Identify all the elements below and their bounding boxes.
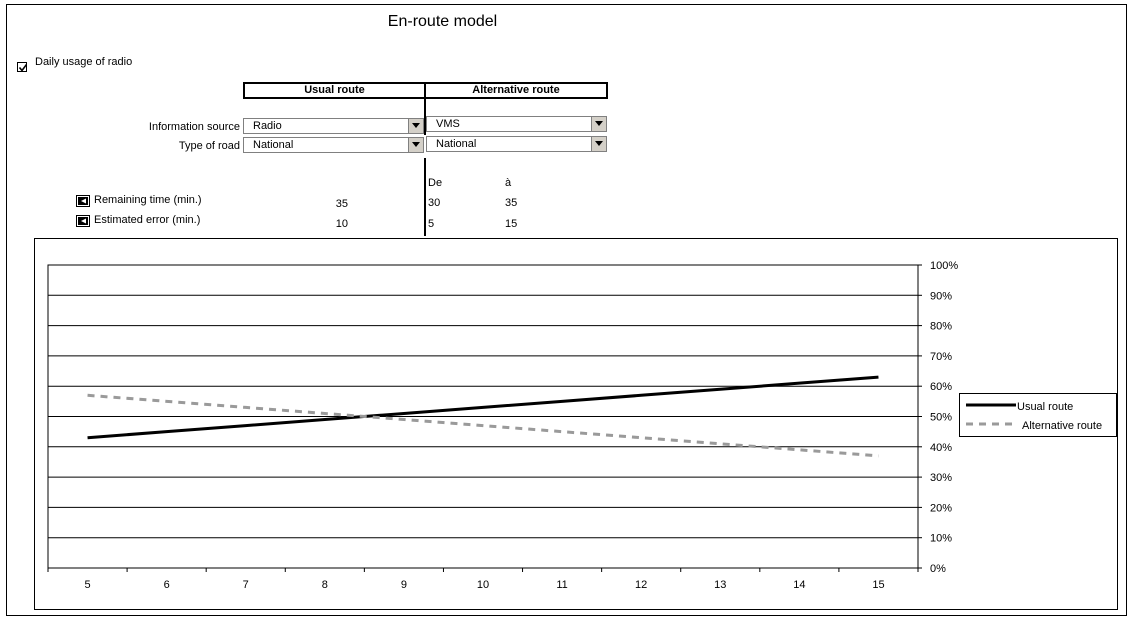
column-divider: [424, 158, 426, 236]
dropdown-arrow-icon[interactable]: [591, 137, 606, 151]
x-tick-label: 5: [84, 579, 90, 591]
y-tick-label: 30%: [930, 472, 952, 484]
usual-info-source-value: Radio: [253, 120, 282, 132]
usual-road-type-value: National: [253, 139, 294, 151]
dropdown-arrow-icon[interactable]: [408, 119, 423, 133]
alternative-route-header: Alternative route: [424, 82, 608, 99]
alt-info-source-select[interactable]: VMS: [426, 116, 607, 132]
x-tick-label: 11: [556, 579, 567, 591]
alt-info-source-value: VMS: [436, 118, 460, 130]
x-tick-label: 14: [793, 579, 805, 591]
y-tick-label: 100%: [930, 260, 958, 272]
x-tick-label: 12: [635, 579, 647, 591]
y-tick-label: 90%: [930, 290, 952, 302]
legend-swatch-usual: [966, 403, 1016, 407]
legend-swatch-alternative: [966, 422, 1016, 426]
remaining-time-alt-from: 30: [428, 197, 441, 209]
window-frame: [6, 4, 1127, 616]
y-tick-label: 80%: [930, 321, 952, 333]
y-tick-label: 70%: [930, 351, 952, 363]
dropdown-arrow-icon[interactable]: [408, 138, 423, 152]
spin-control-icon[interactable]: [76, 215, 90, 227]
usual-route-header: Usual route: [243, 82, 426, 99]
usual-info-source-select[interactable]: Radio: [243, 118, 424, 134]
x-tick-label: 13: [714, 579, 726, 591]
x-tick-label: 15: [872, 579, 884, 591]
remaining-time-alt-to: 35: [505, 197, 518, 209]
usual-road-type-select[interactable]: National: [243, 137, 424, 153]
range-from-header: De: [428, 177, 443, 189]
remaining-time-usual: 35: [335, 198, 348, 210]
legend-label-alternative: Alternative route: [1022, 420, 1103, 432]
y-tick-label: 50%: [930, 412, 952, 424]
x-tick-label: 8: [322, 579, 328, 591]
alt-road-type-select[interactable]: National: [426, 136, 607, 152]
chart-area: [34, 238, 1118, 610]
x-tick-label: 9: [401, 579, 407, 591]
estimated-error-alt-from: 5: [428, 218, 435, 230]
column-divider: [424, 99, 426, 135]
daily-usage-label: Daily usage of radio: [35, 56, 133, 68]
y-tick-label: 40%: [930, 442, 952, 454]
range-to-header: à: [505, 177, 512, 189]
information-source-label: Information source: [148, 121, 240, 133]
x-tick-label: 7: [243, 579, 249, 591]
y-tick-label: 10%: [930, 533, 952, 545]
type-of-road-label: Type of road: [178, 140, 240, 152]
x-tick-label: 10: [477, 579, 489, 591]
legend-label-usual: Usual route: [1017, 401, 1074, 413]
y-tick-label: 60%: [930, 381, 952, 393]
estimated-error-usual: 10: [335, 218, 348, 230]
checkmark-icon: [18, 64, 28, 72]
alt-road-type-value: National: [436, 138, 477, 150]
daily-usage-checkbox[interactable]: [17, 62, 28, 72]
y-tick-label: 20%: [930, 502, 952, 514]
chart-legend: Usual route Alternative route: [959, 393, 1117, 437]
y-tick-label: 0%: [930, 563, 946, 575]
remaining-time-label: Remaining time (min.): [94, 194, 202, 206]
page-title: En-route model: [387, 13, 498, 30]
estimated-error-label: Estimated error (min.): [94, 214, 201, 226]
spin-control-icon[interactable]: [76, 195, 90, 207]
dropdown-arrow-icon[interactable]: [591, 117, 606, 131]
x-tick-label: 6: [164, 579, 170, 591]
estimated-error-alt-to: 15: [505, 218, 518, 230]
